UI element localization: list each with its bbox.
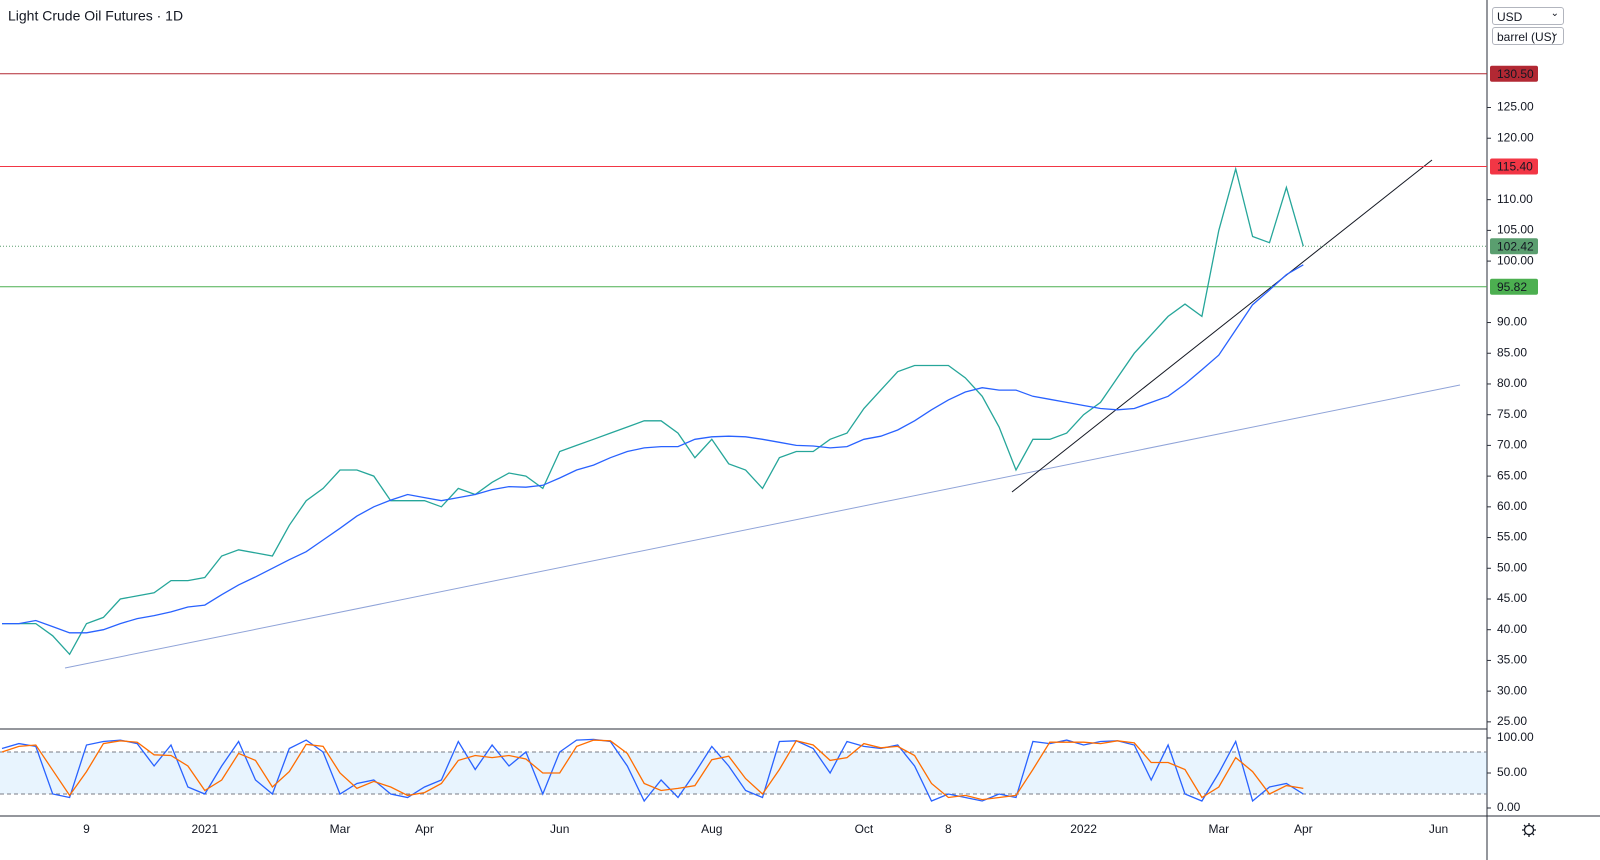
price-level-label-bg bbox=[1490, 158, 1538, 175]
x-tick-label: 2021 bbox=[191, 822, 218, 836]
y-tick-label: 100.00 bbox=[1497, 253, 1534, 267]
series-line bbox=[2, 264, 1304, 634]
price-level-label: 130.50 bbox=[1497, 67, 1534, 81]
x-tick-label: 8 bbox=[945, 822, 952, 836]
price-level-label: 115.40 bbox=[1497, 160, 1533, 174]
x-tick-label: Aug bbox=[701, 822, 722, 836]
y-tick-label: 50.00 bbox=[1497, 765, 1527, 779]
x-tick-label: Apr bbox=[415, 822, 434, 836]
unit-select[interactable]: barrel (US) bbox=[1492, 25, 1564, 45]
y-tick-label: 110.00 bbox=[1497, 192, 1533, 206]
y-tick-label: 60.00 bbox=[1497, 499, 1527, 513]
y-tick-label: 0.00 bbox=[1497, 800, 1521, 814]
price-level-label-bg bbox=[1490, 65, 1538, 82]
x-tick-label: 9 bbox=[83, 822, 90, 836]
y-tick-label: 30.00 bbox=[1497, 683, 1527, 697]
y-tick-label: 70.00 bbox=[1497, 438, 1527, 452]
y-tick-label: 125.00 bbox=[1497, 100, 1534, 114]
price-level-label: 95.82 bbox=[1497, 280, 1527, 294]
trend-line bbox=[64, 384, 1461, 669]
x-tick-label: Jun bbox=[1429, 822, 1448, 836]
series-line bbox=[1, 738, 1304, 803]
y-tick-label: 45.00 bbox=[1497, 591, 1527, 605]
y-tick-label: 40.00 bbox=[1497, 622, 1527, 636]
price-level-label: 102.42 bbox=[1497, 239, 1534, 253]
x-tick-label: Oct bbox=[855, 822, 874, 836]
x-tick-label: Apr bbox=[1294, 822, 1313, 836]
trend-line bbox=[1011, 159, 1433, 493]
price-level-label-bg bbox=[1490, 238, 1538, 255]
y-tick-label: 50.00 bbox=[1497, 560, 1527, 574]
settings-icon[interactable] bbox=[1522, 823, 1536, 837]
currency-select[interactable]: USD bbox=[1492, 5, 1564, 25]
y-tick-label: 90.00 bbox=[1497, 315, 1527, 329]
series-line bbox=[1, 739, 1304, 801]
y-tick-label: 35.00 bbox=[1497, 653, 1527, 667]
y-tick-label: 120.00 bbox=[1497, 130, 1534, 144]
x-tick-label: 2022 bbox=[1070, 822, 1097, 836]
series-line bbox=[2, 166, 1304, 656]
y-tick-label: 75.00 bbox=[1497, 407, 1527, 421]
chart-title: Light Crude Oil Futures · 1D bbox=[8, 8, 183, 24]
y-tick-label: 25.00 bbox=[1497, 714, 1527, 728]
y-tick-label: 55.00 bbox=[1497, 530, 1527, 544]
x-tick-label: Jun bbox=[550, 822, 569, 836]
y-tick-label: 105.00 bbox=[1497, 223, 1534, 237]
price-level-label-bg bbox=[1490, 278, 1538, 295]
x-tick-label: Mar bbox=[1208, 822, 1229, 836]
y-tick-label: 85.00 bbox=[1497, 345, 1527, 359]
x-tick-label: Mar bbox=[330, 822, 351, 836]
y-tick-label: 65.00 bbox=[1497, 468, 1527, 482]
y-tick-label: 100.00 bbox=[1497, 730, 1534, 744]
y-tick-label: 80.00 bbox=[1497, 376, 1527, 390]
